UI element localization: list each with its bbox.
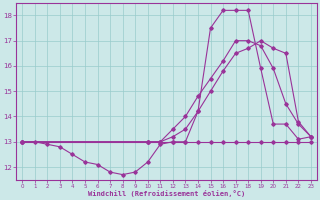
X-axis label: Windchill (Refroidissement éolien,°C): Windchill (Refroidissement éolien,°C) <box>88 190 245 197</box>
